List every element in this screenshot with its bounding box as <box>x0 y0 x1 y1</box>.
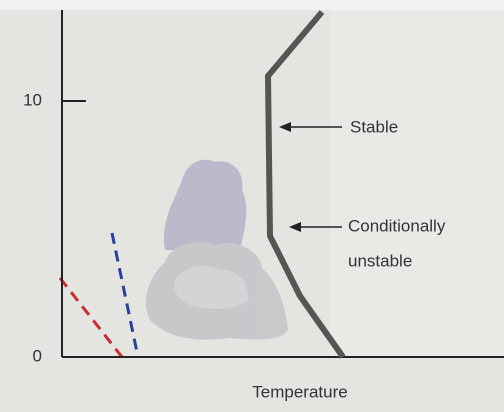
diagram: 10 0 Temperature Stable Conditionally un… <box>0 0 504 412</box>
panel <box>330 10 504 357</box>
annotation: Conditionally <box>348 216 446 235</box>
y-tick-label: 10 <box>23 90 42 109</box>
top-strip <box>0 0 504 10</box>
page: 10 0 Temperature Stable Conditionally un… <box>0 0 504 412</box>
annotation: Stable <box>350 117 398 136</box>
y-tick-label: 0 <box>33 346 42 365</box>
annotation: unstable <box>348 251 412 270</box>
x-axis-label: Temperature <box>252 382 347 401</box>
